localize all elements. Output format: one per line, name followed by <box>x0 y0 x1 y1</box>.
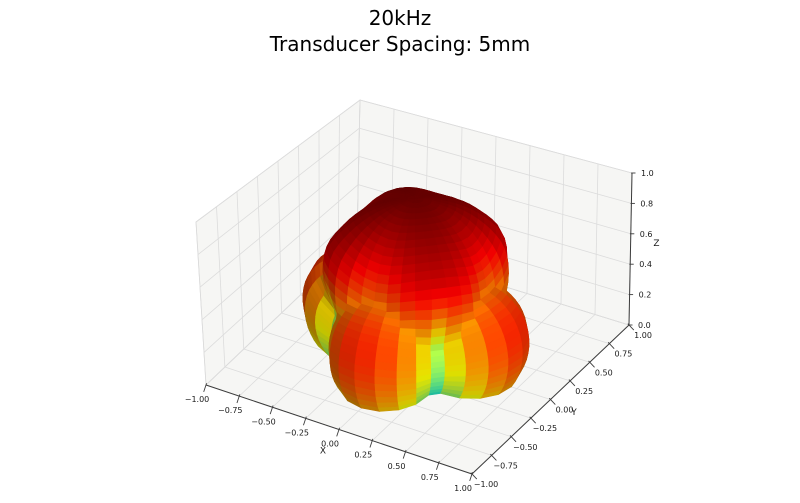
surface-facet <box>444 375 467 382</box>
surface-facet <box>386 292 401 303</box>
chart-title-line1: 20kHz <box>368 6 432 30</box>
surface-facet <box>399 319 416 329</box>
x-axis-label: X <box>320 447 326 457</box>
y-tick-label: −0.50 <box>513 443 538 452</box>
surface-facet <box>392 248 405 258</box>
y-tick-label: 0.75 <box>614 350 632 359</box>
surface-facet <box>396 363 417 372</box>
chart-title-line2: Transducer Spacing: 5mm <box>269 32 531 56</box>
surface-facet <box>415 224 424 233</box>
surface-facet <box>440 259 456 270</box>
surface-facet <box>415 350 431 358</box>
x-tick <box>336 427 341 437</box>
surface-facet <box>394 240 407 250</box>
surface-facet <box>415 218 423 227</box>
y-tick-label: −0.25 <box>533 424 558 433</box>
surface-facet <box>415 343 431 352</box>
surface-facet <box>415 231 426 241</box>
y-tick <box>529 416 537 424</box>
y-tick-label: −1.00 <box>474 480 499 489</box>
x-tick-label: −1.00 <box>185 395 210 404</box>
y-tick-label: 1.00 <box>634 331 652 340</box>
surface-facet <box>399 309 416 321</box>
x-tick <box>269 405 274 415</box>
surface-facet <box>378 264 392 276</box>
z-axis-spine <box>628 172 633 326</box>
surface-facet <box>444 276 461 288</box>
surface-facet <box>415 356 431 365</box>
z-tick-label: 0.8 <box>640 199 653 208</box>
x-tick-label: 1.00 <box>454 484 472 493</box>
x-tick <box>236 394 241 404</box>
surface-facet <box>415 336 431 346</box>
y-tick <box>607 342 615 350</box>
surface-facet <box>396 370 417 379</box>
surface-facet <box>415 328 432 338</box>
surface-facet <box>400 281 416 293</box>
x-tick-label: 0.25 <box>354 451 372 460</box>
y-axis-label: Y <box>570 408 577 418</box>
z-tick-label: 0.0 <box>638 321 651 330</box>
surface-facet <box>415 319 432 330</box>
y-tick <box>509 435 517 443</box>
surface-facet <box>376 345 398 357</box>
x-tick-label: 0.75 <box>421 473 439 482</box>
surface-facet <box>406 225 416 234</box>
y-tick <box>588 360 595 368</box>
z-tick-label: 0.2 <box>639 291 652 300</box>
axis-spines <box>203 172 636 482</box>
x-tick <box>402 449 407 459</box>
y-tick-label: 0.25 <box>575 387 593 396</box>
x-tick-label: −0.50 <box>251 417 276 426</box>
x-tick <box>303 416 307 426</box>
chart-title: 20kHz Transducer Spacing: 5mm <box>0 5 800 57</box>
y-tick-label: 0.50 <box>595 368 613 377</box>
beam-pattern-surface <box>302 187 530 412</box>
x-tick <box>436 461 440 470</box>
surface-facet <box>399 300 416 312</box>
y-tick <box>470 472 478 480</box>
axis-labels: −1.00−0.75−0.50−0.250.000.250.500.751.00… <box>185 169 660 493</box>
y-tick <box>490 453 497 461</box>
surface-facet <box>415 309 432 320</box>
surface-facet <box>387 283 402 294</box>
surface-facet <box>459 394 483 399</box>
y-tick <box>568 379 576 387</box>
surface-facet <box>415 279 432 292</box>
surface-facet <box>442 267 459 279</box>
surface-facet <box>375 396 398 403</box>
x-tick-label: −0.75 <box>218 406 243 415</box>
x-tick-label: 0.50 <box>388 462 406 471</box>
surface-facet <box>408 219 416 227</box>
x-tick <box>369 438 374 448</box>
z-tick-label: 0.4 <box>639 260 652 269</box>
y-tick-label: −0.75 <box>493 461 518 470</box>
surface-facet <box>405 232 416 242</box>
surface-facet <box>376 401 399 408</box>
z-axis-label: Z <box>653 239 659 249</box>
x-tick <box>203 383 208 393</box>
surface-facet <box>430 277 447 290</box>
x-tick-label: 0.00 <box>321 440 339 449</box>
x-tick-label: −0.25 <box>284 428 309 437</box>
surface-facet <box>404 239 416 250</box>
surface-facet <box>386 301 401 312</box>
surface-facet <box>390 256 404 267</box>
surface-facet <box>389 265 403 276</box>
surface-facet <box>415 299 432 311</box>
surface-facet <box>461 330 484 345</box>
z-tick-label: 1.0 <box>641 169 654 178</box>
surface-facet <box>388 274 403 285</box>
z-tick-label: 0.6 <box>640 230 653 239</box>
surface-facet <box>403 247 416 258</box>
y-tick-label: 0.00 <box>556 406 574 415</box>
y-tick <box>548 397 556 405</box>
surface-facet <box>459 283 473 296</box>
